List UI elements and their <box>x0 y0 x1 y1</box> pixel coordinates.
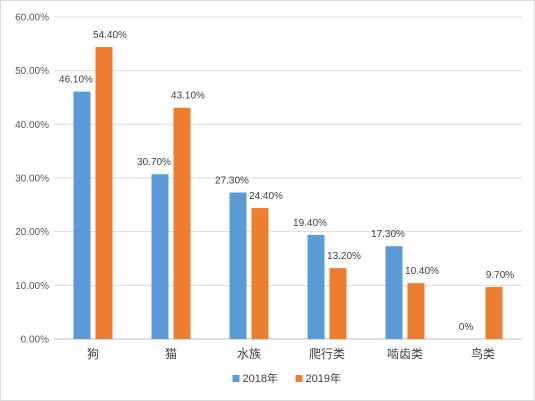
data-label: 13.20% <box>327 251 361 262</box>
bar <box>485 286 503 339</box>
bar <box>229 192 247 339</box>
bar <box>251 208 269 339</box>
bar <box>329 268 347 339</box>
data-label: 46.10% <box>59 75 93 86</box>
data-label: 10.40% <box>405 266 439 277</box>
y-tick-label: 40.00% <box>15 120 49 131</box>
data-label: 27.30% <box>215 175 249 186</box>
x-category-label: 啮齿类 <box>387 347 423 361</box>
x-category-label: 狗 <box>87 347 99 361</box>
bar <box>385 246 403 339</box>
y-tick-label: 50.00% <box>15 66 49 77</box>
legend-swatch <box>232 375 240 382</box>
x-category-label: 爬行类 <box>309 347 345 361</box>
y-tick-label: 60.00% <box>15 13 49 24</box>
bar <box>173 107 191 340</box>
data-label: 24.40% <box>249 191 283 202</box>
data-label: 43.10% <box>171 91 205 102</box>
data-label: 0% <box>459 322 474 333</box>
x-category-label: 猫 <box>165 347 177 361</box>
x-category-label: 水族 <box>237 347 261 361</box>
y-tick-label: 10.00% <box>15 281 49 292</box>
x-category-label: 鸟类 <box>471 346 495 361</box>
bar <box>151 174 169 339</box>
data-label: 54.40% <box>93 30 127 41</box>
bar <box>95 47 113 339</box>
data-label: 9.70% <box>486 270 514 281</box>
data-label: 19.40% <box>293 218 327 229</box>
legend-swatch <box>295 375 303 382</box>
data-label: 30.70% <box>137 157 171 168</box>
y-tick-label: 30.00% <box>15 174 49 185</box>
legend-label: 2019年 <box>306 371 341 385</box>
legend-label: 2018年 <box>243 371 278 385</box>
y-tick-label: 0.00% <box>21 335 49 346</box>
bar <box>407 283 425 339</box>
bar <box>307 234 325 339</box>
y-tick-label: 20.00% <box>15 227 49 238</box>
data-label: 17.30% <box>371 229 405 240</box>
bar <box>73 91 91 339</box>
